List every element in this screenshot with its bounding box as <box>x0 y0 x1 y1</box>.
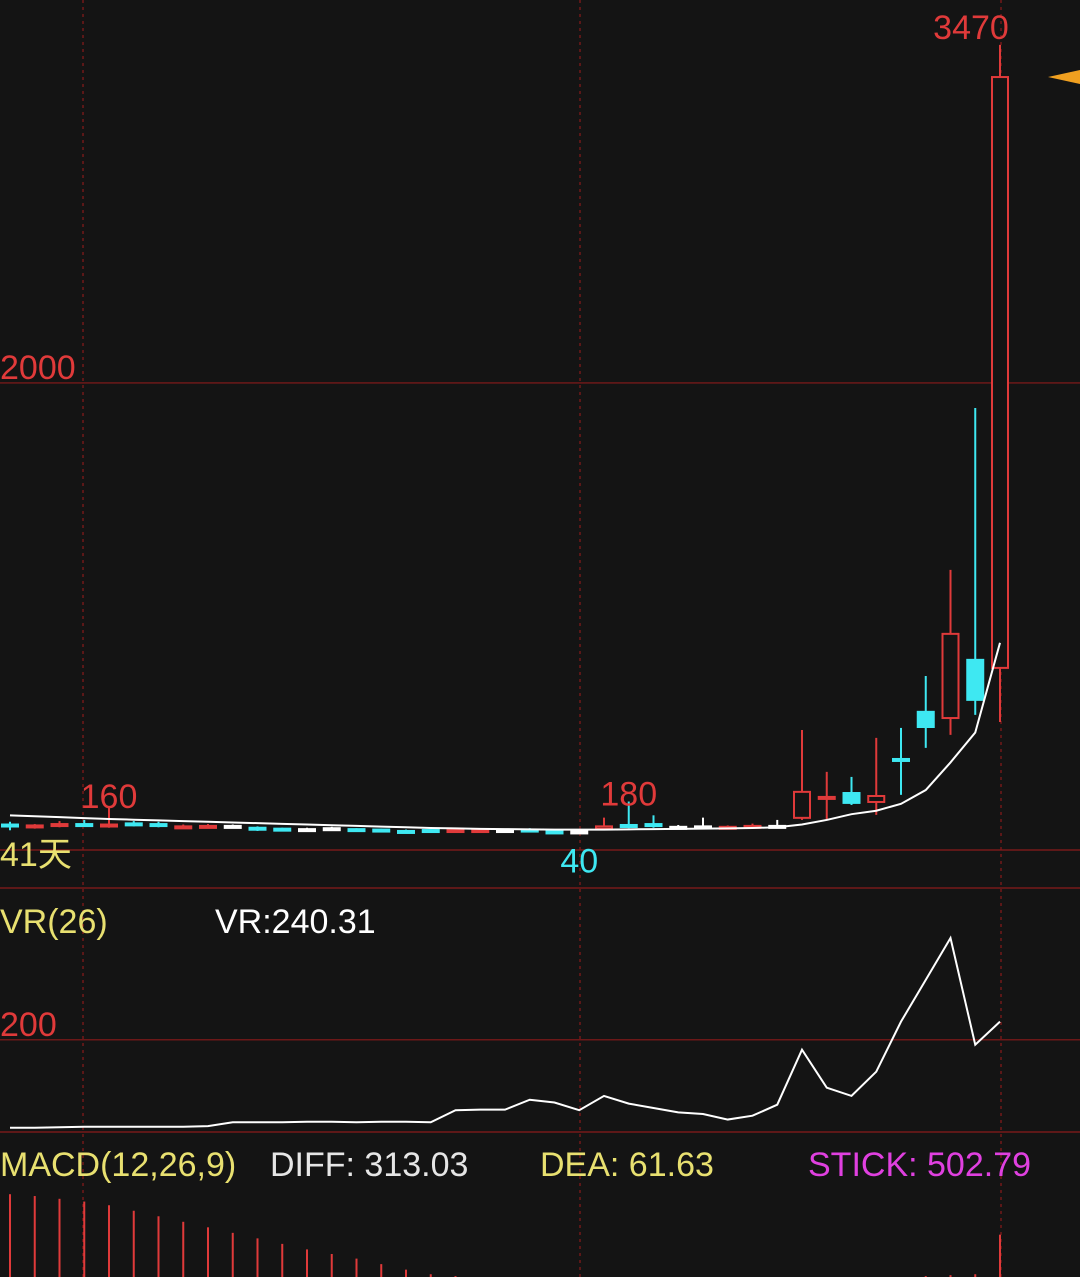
macd-panel <box>9 1194 1001 1277</box>
candle-body <box>421 829 440 834</box>
macd-bar <box>182 1221 185 1277</box>
candle-body <box>595 825 613 830</box>
price-pointer <box>1048 70 1080 84</box>
macd-bar <box>256 1238 259 1277</box>
macd-title: MACD(12,26,9) <box>0 1146 236 1184</box>
candle-body <box>545 830 564 835</box>
candle-body <box>397 829 415 834</box>
macd-bar <box>355 1258 358 1277</box>
macd-bar <box>58 1198 61 1277</box>
macd-bar <box>330 1254 333 1277</box>
macd-bar <box>999 1234 1001 1277</box>
vr-line <box>10 935 1001 1129</box>
candle-body <box>619 823 638 828</box>
candle-body <box>916 710 935 729</box>
candle-body <box>570 830 589 835</box>
day-count: 41天 <box>0 836 72 874</box>
candle-body <box>347 828 366 833</box>
candle-body <box>248 826 267 831</box>
macd-bar <box>949 1275 952 1277</box>
price-marker: 180 <box>600 776 657 814</box>
candle-body <box>817 795 836 800</box>
candle-body <box>842 792 861 804</box>
macd-bar <box>157 1216 160 1277</box>
candle-body <box>100 823 118 828</box>
candle-body <box>273 827 292 832</box>
candle-body <box>199 824 217 829</box>
price-marker: 3470 <box>933 9 1009 47</box>
candle-body <box>867 795 886 803</box>
candle-body <box>793 790 811 819</box>
y-tick-label: 200 <box>0 1006 57 1044</box>
macd-bar <box>380 1264 383 1277</box>
candle-body <box>75 823 94 828</box>
macd-bar <box>33 1196 36 1277</box>
candle-body <box>149 823 168 828</box>
candle-body <box>298 828 316 833</box>
candle-body <box>941 632 960 720</box>
vr-panel: 200 <box>0 935 1080 1129</box>
candle-body <box>223 824 242 829</box>
candle-body <box>322 827 341 832</box>
candle-body <box>174 825 193 830</box>
macd-bar <box>207 1227 209 1277</box>
macd-bar <box>429 1274 432 1277</box>
y-tick-label: 2000 <box>0 349 76 387</box>
ma-line <box>9 642 1001 831</box>
candle-body <box>496 829 514 834</box>
vr-title: VR(26) <box>0 903 108 941</box>
candle-body <box>471 829 490 834</box>
candle-body <box>124 822 143 827</box>
candle-body <box>446 829 465 834</box>
candle-body <box>50 823 69 828</box>
candle-body <box>991 76 1009 669</box>
price-marker: 40 <box>560 843 598 881</box>
candle-body <box>892 757 910 762</box>
candle-body <box>25 824 44 829</box>
stick-value: STICK: 502.79 <box>808 1146 1031 1184</box>
macd-bar <box>9 1194 11 1277</box>
macd-bar <box>83 1201 86 1277</box>
macd-bar <box>306 1249 308 1277</box>
macd-bar <box>132 1210 135 1277</box>
candle-body <box>1 823 19 828</box>
candle-body <box>644 823 663 828</box>
macd-bar <box>405 1269 407 1277</box>
macd-bar <box>974 1274 977 1277</box>
vr-value: VR:240.31 <box>215 903 376 941</box>
price-marker: 160 <box>81 778 138 816</box>
macd-bar <box>281 1243 284 1277</box>
candle-body <box>966 658 985 701</box>
candle-body <box>372 828 391 833</box>
macd-bar <box>108 1205 110 1277</box>
macd-bar <box>231 1232 234 1277</box>
diff-value: DIFF: 313.03 <box>270 1146 468 1184</box>
dea-value: DEA: 61.63 <box>540 1146 714 1184</box>
